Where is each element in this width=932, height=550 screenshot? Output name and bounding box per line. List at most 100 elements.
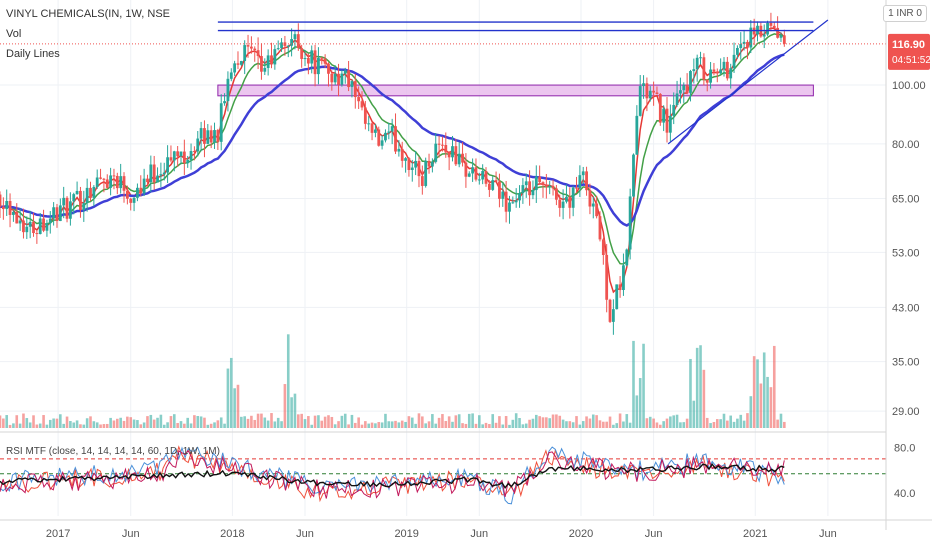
volume-bar [119,417,122,428]
candle-body [306,58,310,64]
volume-bar [454,415,458,428]
candle-body [15,211,19,224]
candle-body [658,93,662,123]
candle-body [441,144,444,146]
candle-body [487,183,491,190]
volume-bar [367,423,371,428]
volume-bar [471,413,474,428]
candle-body [317,57,320,75]
volume-bar [625,414,629,428]
daily-lines-indicator-label[interactable]: Daily Lines [6,48,60,60]
candle-body [682,85,686,91]
volume-bar [253,419,257,428]
candle-body [280,42,283,49]
volume-bar [722,413,726,428]
volume-bar [457,414,461,428]
candle-body [8,200,12,215]
candle-body [598,216,602,240]
symbol-title[interactable]: VINYL CHEMICALS(IN, 1W, NSE [6,8,171,20]
support-zone-rect [217,84,814,97]
volume-bar [95,422,99,428]
volume-bar [776,419,779,428]
volume-bar [715,419,719,428]
candle-body [270,55,273,65]
candle-body [652,90,656,93]
candle-body [266,55,270,68]
candle-body [739,43,743,48]
volume-bar [340,415,344,428]
price-tick-label: 35.00 [892,357,920,369]
candle-body [544,184,548,187]
candle-body [772,25,776,28]
candle-body [518,193,521,201]
volume-bar [555,414,558,428]
candle-body [749,27,753,48]
volume-bar [685,418,689,428]
volume-bar [534,414,538,428]
volume-bar [427,421,431,428]
candle-body [25,226,29,233]
volume-bar [394,420,397,428]
candle-body [320,57,324,59]
candle-body [293,34,297,40]
candle-body [521,185,525,194]
volume-bar [8,424,12,428]
volume-bar [648,416,652,428]
drawings[interactable] [217,19,829,145]
volume-bar [72,422,76,428]
candle-body [115,175,119,189]
candle-body [766,22,769,35]
candle-body [0,194,2,207]
candle-body [72,194,76,202]
volume-bar [374,423,377,428]
volume-bar [772,345,776,428]
candle-body [632,154,635,197]
volume-bar [337,421,340,428]
candle-body [172,151,176,161]
candle-body [685,85,689,93]
candle-body [715,71,719,74]
price-axis-bg [886,0,932,550]
candle-body [243,45,247,61]
candle-body [709,69,712,83]
price-tick-label: 80.00 [892,139,920,151]
candle-body [444,145,448,153]
currency-badge[interactable]: 1 INR 0 [883,5,927,22]
volume-bar [256,413,260,428]
candle-body [122,176,126,191]
volume-bar [186,417,190,428]
candle-body [89,187,92,198]
candle-body [65,197,69,219]
candle-body [618,284,622,291]
candle-body [92,186,96,198]
vol-indicator-label[interactable]: Vol [6,28,22,40]
candle-body [387,131,391,133]
candle-body [283,42,287,46]
candle-body [353,81,357,98]
volume-bar [243,416,246,428]
candle-body [119,176,123,189]
volume-bar [75,420,79,428]
volume-bar [595,415,598,428]
candle-body [712,69,716,72]
candle-body [213,130,216,143]
volume-bar [320,420,324,428]
candle-body [541,182,545,185]
volume-bar [585,416,588,428]
candle-body [565,196,568,202]
time-tick-label: Jun [470,528,488,540]
volume-bar [347,424,350,428]
rsi-pane [0,431,932,505]
candle-body [239,60,243,65]
volume-bar [424,423,427,428]
candle-body [538,176,542,183]
candle-body [628,196,632,250]
volume-bar [159,414,163,428]
candle-body [588,190,592,207]
volume-bar [105,423,109,428]
volume-bar [511,419,515,428]
price-tick-label: 100.00 [892,80,926,92]
volume-bar [622,421,625,428]
candle-body [454,146,458,165]
